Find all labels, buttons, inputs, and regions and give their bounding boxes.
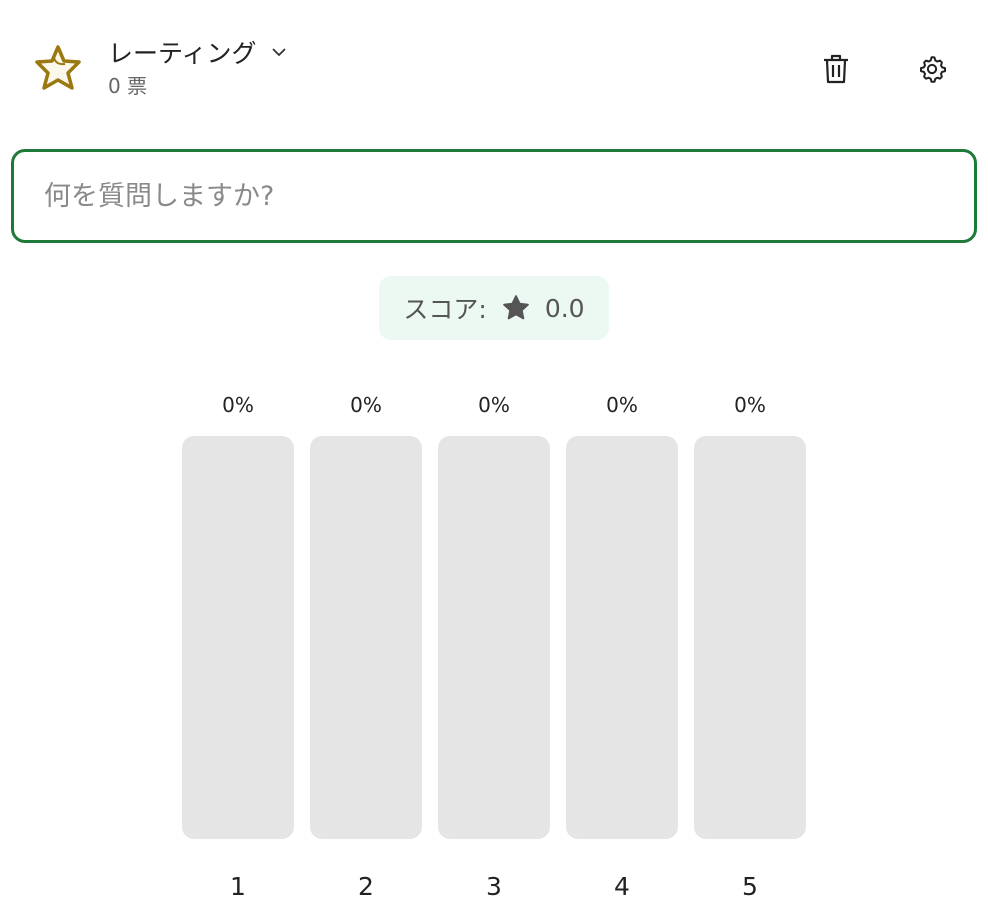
rating-option-5[interactable]: 0% 5 bbox=[694, 390, 806, 901]
question-field[interactable] bbox=[11, 149, 977, 243]
rating-label: 5 bbox=[742, 872, 758, 901]
rating-percent: 0% bbox=[734, 393, 766, 417]
score-badge: スコア: 0.0 bbox=[379, 276, 609, 340]
score-label: スコア: bbox=[403, 295, 487, 324]
rating-bar[interactable] bbox=[438, 436, 550, 839]
rating-bar[interactable] bbox=[566, 436, 678, 839]
gear-icon[interactable] bbox=[917, 54, 947, 84]
rating-option-2[interactable]: 0% 2 bbox=[310, 390, 422, 901]
poll-type-title: レーティング bbox=[108, 39, 257, 68]
rating-percent: 0% bbox=[222, 393, 254, 417]
rating-label: 4 bbox=[614, 872, 630, 901]
rating-option-3[interactable]: 0% 3 bbox=[438, 390, 550, 901]
chevron-down-icon bbox=[271, 48, 286, 57]
poll-type-selector[interactable]: レーティング bbox=[108, 34, 287, 70]
score-value: 0.0 bbox=[544, 293, 585, 323]
rating-option-4[interactable]: 0% 4 bbox=[566, 390, 678, 901]
rating-bar[interactable] bbox=[310, 436, 422, 839]
rating-label: 2 bbox=[358, 872, 374, 901]
rating-bar[interactable] bbox=[182, 436, 294, 839]
rating-label: 1 bbox=[230, 872, 246, 901]
question-input[interactable] bbox=[14, 152, 974, 240]
rating-percent: 0% bbox=[606, 393, 638, 417]
rating-percent: 0% bbox=[478, 393, 510, 417]
rating-bar[interactable] bbox=[694, 436, 806, 839]
rating-label: 3 bbox=[486, 872, 502, 901]
trash-icon[interactable] bbox=[822, 54, 850, 84]
vote-count: 0 票 bbox=[108, 74, 148, 98]
star-filled-icon bbox=[503, 295, 529, 320]
rating-percent: 0% bbox=[350, 393, 382, 417]
star-logo-icon bbox=[35, 45, 81, 90]
rating-option-1[interactable]: 0% 1 bbox=[182, 390, 294, 901]
